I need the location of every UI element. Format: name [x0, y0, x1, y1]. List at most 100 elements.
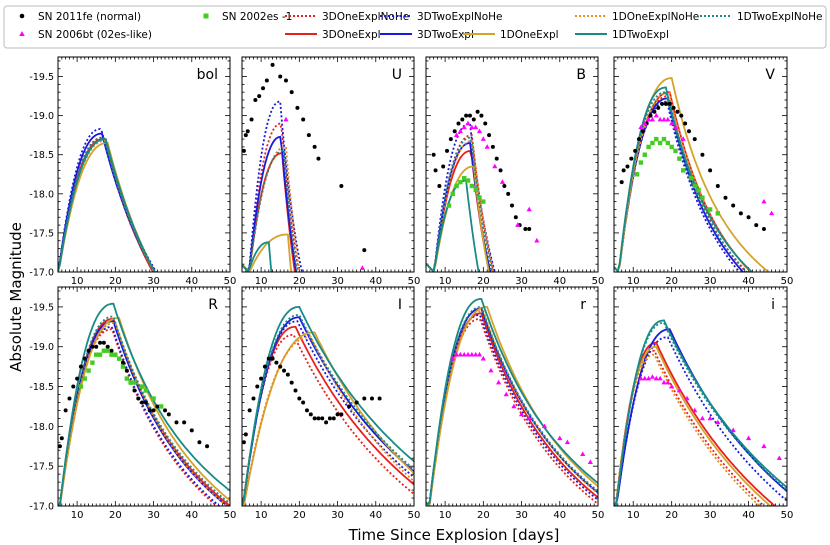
series-3dtwoexplnohe	[426, 122, 496, 272]
data-point	[67, 396, 72, 401]
data-point	[580, 451, 586, 457]
x-tick-label: 50	[592, 276, 605, 287]
data-point	[649, 374, 656, 379]
data-point	[672, 124, 679, 130]
data-point	[431, 152, 436, 157]
observations-sn-2011fe-normal	[58, 340, 210, 449]
data-point	[105, 348, 110, 353]
data-point	[285, 372, 290, 377]
data-point	[82, 376, 87, 381]
data-point	[534, 237, 540, 243]
data-point	[526, 206, 532, 212]
data-point	[646, 116, 652, 122]
x-tick-label: 20	[293, 510, 306, 521]
data-point	[109, 352, 114, 357]
x-tick-label: 20	[109, 510, 122, 521]
y-axis-label: Absolute Magnitude	[7, 222, 25, 372]
data-point	[457, 128, 463, 134]
data-point	[667, 101, 672, 106]
data-point	[481, 199, 486, 204]
data-point	[661, 116, 667, 122]
y-tick-label: -18.0	[29, 422, 54, 433]
data-point	[665, 379, 671, 385]
data-point	[128, 380, 133, 385]
series-3dtwoexpl	[242, 135, 298, 272]
legend-label: SN 2011fe (normal)	[38, 11, 141, 23]
x-axis-label: Time Since Explosion [days]	[348, 526, 560, 544]
y-tick-label: -19.5	[29, 302, 54, 313]
data-point	[513, 215, 518, 220]
observations-sn-2002es-1	[634, 136, 720, 216]
data-point	[255, 384, 260, 389]
data-point	[634, 172, 640, 177]
series-1dtwoexplnohe	[58, 136, 155, 272]
data-point	[625, 164, 630, 169]
data-point	[657, 375, 663, 381]
data-point	[473, 187, 478, 193]
x-tick-label: 40	[742, 276, 755, 287]
data-point	[450, 355, 456, 361]
data-point	[448, 137, 453, 142]
data-point	[476, 351, 483, 357]
data-point	[746, 215, 751, 220]
data-point	[480, 355, 486, 361]
panel-U: 10 20 30 40 50 U	[241, 56, 421, 287]
series-1doneexplnohe	[614, 353, 761, 506]
panel-band-label: R	[208, 297, 218, 313]
data-point	[274, 360, 279, 365]
legend-label: 3DTwoExplNoHe	[417, 11, 503, 23]
legend-marker	[203, 13, 209, 19]
data-point	[707, 207, 713, 212]
data-point	[475, 109, 480, 114]
series-3doneexplnohe	[426, 317, 598, 506]
data-point	[151, 396, 156, 401]
panel-plot-area	[242, 305, 414, 506]
data-point	[769, 210, 775, 216]
panel-frame	[241, 286, 415, 507]
data-point	[692, 183, 697, 189]
data-point	[649, 116, 656, 122]
data-point	[251, 396, 256, 401]
data-point	[316, 156, 321, 161]
data-point	[143, 400, 148, 405]
x-tick-label: 40	[369, 276, 382, 287]
data-point	[458, 179, 463, 185]
data-point	[761, 227, 766, 231]
data-point	[479, 113, 484, 118]
data-point	[369, 396, 374, 401]
data-point	[557, 435, 563, 441]
data-point	[754, 223, 759, 228]
data-point	[450, 191, 455, 197]
data-point	[453, 351, 460, 357]
data-point	[445, 148, 450, 153]
data-point	[75, 376, 80, 381]
data-point	[518, 411, 525, 417]
panel-plot-area	[58, 302, 230, 506]
x-tick-label: 20	[109, 276, 122, 287]
data-point	[377, 396, 382, 401]
data-point	[261, 86, 266, 91]
data-point	[262, 364, 267, 369]
data-point	[473, 124, 479, 130]
series-3doneexpl	[242, 152, 296, 272]
data-point	[94, 344, 99, 349]
data-point	[738, 211, 743, 216]
x-tick-label: 30	[331, 510, 344, 521]
data-point	[494, 156, 499, 161]
data-point	[437, 184, 442, 188]
data-point	[761, 443, 767, 449]
data-point	[663, 101, 668, 106]
series-3dtwoexpl	[426, 307, 598, 506]
x-tick-label: 10	[255, 276, 268, 287]
data-point	[496, 379, 502, 385]
data-point	[335, 412, 340, 417]
legend: SN 2011fe (normal) SN 2006bt (02es-like) S…	[3, 5, 827, 49]
series-1dtwoexplnohe	[426, 305, 598, 506]
panel-plot-area	[614, 77, 775, 272]
data-point	[638, 375, 644, 381]
data-point	[680, 136, 686, 141]
x-tick-label: 20	[477, 510, 490, 521]
data-point	[132, 388, 137, 393]
x-tick-label: 50	[408, 276, 421, 287]
legend-entry-3dtwoexpl: 3DTwoExpl	[380, 29, 474, 41]
